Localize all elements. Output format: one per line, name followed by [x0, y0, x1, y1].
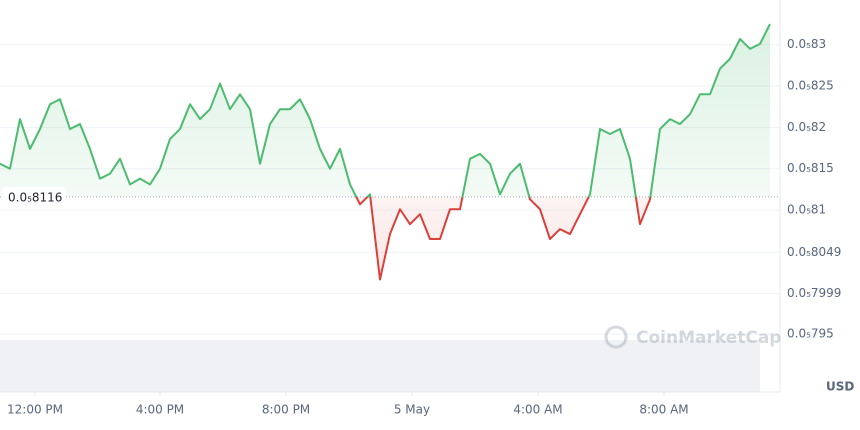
- x-tick-label: 8:00 PM: [262, 403, 310, 417]
- brand: CoinMarketCap: [636, 328, 781, 348]
- watermark: CoinMarketCap: [604, 325, 781, 349]
- price-line: [0, 23, 771, 281]
- x-tick-label: 5 May: [394, 403, 430, 417]
- y-tick-label: 0.0₅7999: [787, 286, 841, 300]
- x-tick-label: 4:00 AM: [513, 403, 562, 417]
- currency-label: USD: [826, 380, 854, 394]
- y-tick-label: 0.0₅815: [787, 161, 834, 175]
- y-tick-label: 0.0₅8049: [787, 245, 841, 259]
- x-tick-label: 12:00 PM: [7, 403, 63, 417]
- baseline-label-box: [2, 186, 66, 207]
- x-tick-label: 4:00 PM: [136, 403, 184, 417]
- baseline-label: 0.0₅8116: [8, 190, 62, 204]
- y-tick-label: 0.0₅795: [787, 327, 834, 341]
- volume-area: [0, 340, 760, 392]
- y-tick-label: 0.0₅82: [787, 120, 826, 134]
- y-tick-label: 0.0₅81: [787, 203, 826, 217]
- y-tick-label: 0.0₅83: [787, 37, 826, 51]
- y-tick-label: 0.0₅825: [787, 79, 834, 93]
- price-area: [0, 24, 770, 280]
- x-tick-label: 8:00 AM: [639, 403, 688, 417]
